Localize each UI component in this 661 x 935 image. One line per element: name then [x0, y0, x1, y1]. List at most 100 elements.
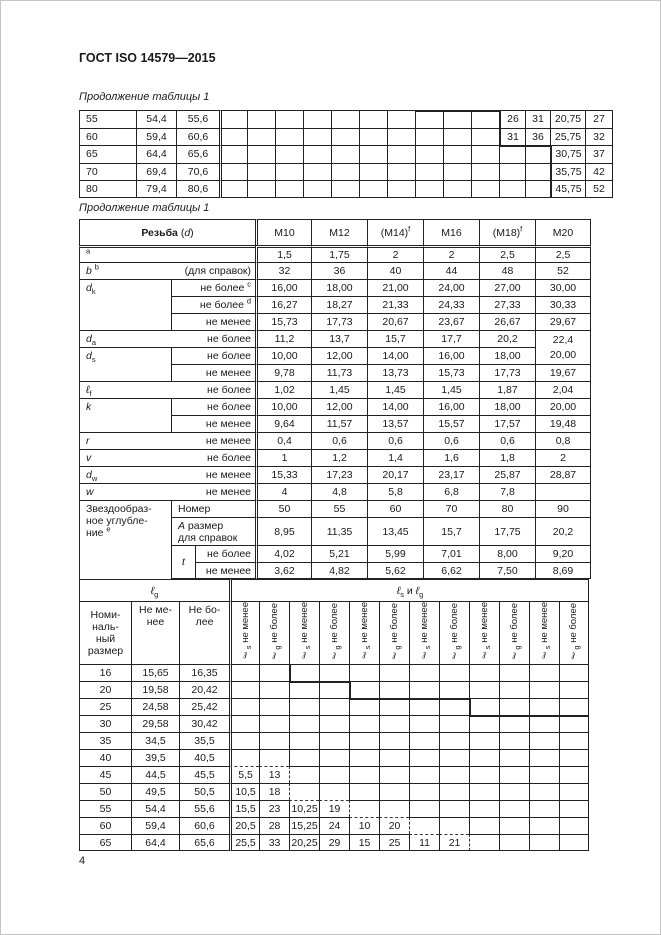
- cell: 15,57: [423, 415, 479, 432]
- cell: ℓs не менее: [229, 601, 260, 665]
- cell: 19,67: [535, 364, 591, 381]
- cell: 17,73: [479, 364, 535, 381]
- cell: 10,25: [289, 800, 320, 818]
- cell: 17,23: [311, 466, 367, 483]
- cell: [469, 749, 500, 767]
- cell: r не менее: [79, 432, 255, 449]
- cell: [469, 834, 500, 852]
- cell: ℓf не более: [79, 381, 255, 398]
- cell: 19: [319, 800, 350, 818]
- cell: [259, 732, 290, 750]
- cell: 45,5: [179, 766, 230, 784]
- cell: 45,75: [550, 180, 585, 198]
- cell: 29,67: [535, 313, 591, 330]
- cell: [499, 817, 530, 835]
- cell: 11,35: [311, 517, 367, 545]
- cell: 44: [423, 262, 479, 279]
- cell: 20,2: [479, 330, 535, 347]
- cell: [229, 715, 260, 733]
- cell: [415, 180, 443, 198]
- cell: 16,00: [423, 398, 479, 415]
- cell: 0,6: [311, 432, 367, 449]
- cell: [443, 145, 471, 163]
- cell: [443, 162, 471, 180]
- cell: 52: [585, 180, 613, 198]
- cell: [559, 749, 590, 767]
- cell: 35: [79, 732, 131, 750]
- cell: 13,45: [367, 517, 423, 545]
- cell: b b (для справок): [79, 262, 255, 279]
- cell: [289, 766, 320, 784]
- cell: [349, 749, 380, 767]
- cell: 49,5: [131, 783, 179, 801]
- cell: [303, 180, 331, 198]
- table-main: Резьба (d) M10 M12 (M14)f M16 (M18)f M20 a 1,5 1,…: [79, 219, 591, 579]
- cell: 4,02: [255, 545, 311, 562]
- cell: ℓg не более: [439, 601, 470, 665]
- cell: 24: [319, 817, 350, 835]
- cell: 70: [423, 500, 479, 517]
- cell: 60,6: [176, 127, 219, 145]
- cell: 0,6: [479, 432, 535, 449]
- cell: 30,00: [535, 279, 591, 296]
- cell: [469, 664, 500, 682]
- cell: 29: [319, 834, 350, 852]
- cell: не менее: [171, 364, 255, 381]
- cell: [229, 681, 260, 699]
- cell: 4,8: [311, 483, 367, 500]
- cell: [499, 145, 525, 163]
- cell: 6,62: [423, 562, 479, 579]
- cell: [409, 681, 440, 699]
- cell: [499, 681, 530, 699]
- cell: [387, 162, 415, 180]
- rotated-header: ℓs не менее: [239, 602, 253, 661]
- cell: [379, 800, 410, 818]
- cell: [229, 749, 260, 767]
- cell: 35,5: [179, 732, 230, 750]
- cell: 10,5: [229, 783, 260, 801]
- cell: 65: [79, 834, 131, 852]
- cell: [259, 749, 290, 767]
- rotated-header: ℓs не менее: [298, 602, 312, 661]
- cell: 1,4: [367, 449, 423, 466]
- cell: 15,7: [423, 517, 479, 545]
- cell: [275, 127, 303, 145]
- cell: 1,45: [311, 381, 367, 398]
- cell: 3,62: [255, 562, 311, 579]
- cell: [349, 800, 380, 818]
- cell: ds: [79, 347, 171, 381]
- cell: 7,01: [423, 545, 479, 562]
- cell: [275, 110, 303, 128]
- cell: 50: [79, 783, 131, 801]
- cell: [409, 766, 440, 784]
- cell: 60: [367, 500, 423, 517]
- cell: 24,58: [131, 698, 179, 716]
- cell: 2: [367, 245, 423, 262]
- cell: 50: [255, 500, 311, 517]
- cell: [289, 749, 320, 767]
- cell: ℓg не более: [379, 601, 410, 665]
- rotated-header: ℓg не более: [508, 602, 522, 661]
- cell: [409, 698, 440, 716]
- continuation-label-1: Продолжение таблицы 1: [79, 91, 210, 103]
- cell: 80,6: [176, 180, 219, 198]
- cell: [319, 783, 350, 801]
- cell: 12,00: [311, 347, 367, 364]
- cell: 55: [79, 110, 136, 128]
- cell: 20: [379, 817, 410, 835]
- cell: 28: [259, 817, 290, 835]
- cell: 0,4: [255, 432, 311, 449]
- cell: [529, 732, 560, 750]
- cell: M10: [255, 219, 311, 245]
- cell: [559, 817, 590, 835]
- cell: 8,00: [479, 545, 535, 562]
- cell: [469, 715, 500, 733]
- cell: [559, 732, 590, 750]
- cell: [415, 162, 443, 180]
- cell: [303, 145, 331, 163]
- cell: [499, 800, 530, 818]
- cell: [349, 783, 380, 801]
- cell: 79,4: [136, 180, 176, 198]
- cell: 13,7: [311, 330, 367, 347]
